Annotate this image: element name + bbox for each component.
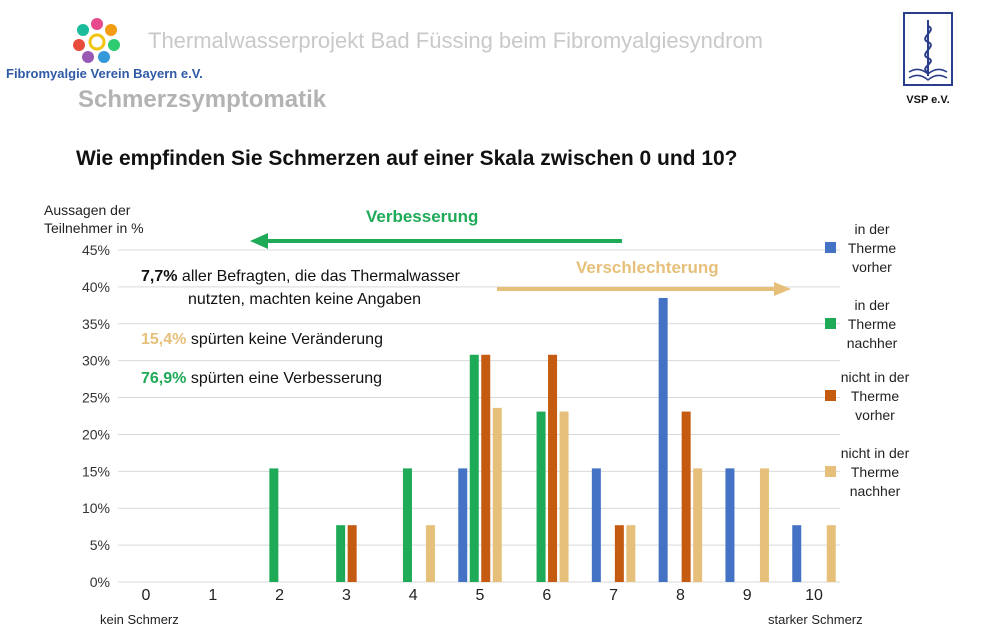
legend-swatch-therme-nachher [825, 318, 836, 329]
legend-item-nicht-nachher: nicht in der Therme nachher [826, 444, 924, 501]
annotation-improvement-text: spürten eine Verbesserung [186, 370, 383, 387]
bar-therme-nachher [336, 525, 346, 582]
y-tick-label: 30% [82, 353, 110, 369]
improve-arrow [250, 233, 622, 249]
vsp-label: VSP e.V. [906, 94, 950, 106]
bar-nicht-vorher [614, 525, 624, 582]
annotation-no-answer-cont: nutzten, machten keine Angaben [188, 291, 422, 308]
x-tick-label: 3 [342, 587, 351, 604]
x-tick-label: 7 [609, 587, 618, 604]
bar-nicht-vorher [681, 411, 691, 582]
legend-swatch-nicht-vorher [825, 390, 836, 401]
bar-nicht-nachher [826, 525, 836, 582]
bar-therme-nachher [469, 354, 479, 582]
legend-item-therme-nachher: in der Therme nachher [832, 296, 912, 353]
x-tick-label: 0 [142, 587, 151, 604]
y-tick-label: 15% [82, 463, 110, 479]
bar-nicht-nachher [626, 525, 636, 582]
annotation-no-answer: 7,7% aller Befragten, die das Thermalwas… [141, 268, 460, 286]
x-tick-label: 9 [743, 587, 752, 604]
bar-therme-nachher [269, 468, 279, 582]
legend-text: in der [854, 297, 890, 313]
legend-text: Therme [847, 316, 897, 332]
legend-text: nicht in der [840, 445, 910, 461]
legend-text: nachher [846, 335, 898, 351]
legend-text: nachher [849, 483, 901, 499]
x-tick-label: 5 [476, 587, 485, 604]
y-tick-label: 0% [90, 574, 110, 590]
legend-text: Therme [847, 240, 897, 256]
y-tick-label: 40% [82, 279, 110, 295]
annotation-no-answer-pct: 7,7% [141, 268, 178, 285]
chart-question: Wie empfinden Sie Schmerzen auf einer Sk… [76, 147, 738, 170]
annotation-improvement-pct: 76,9% [141, 370, 187, 387]
x-tick-label: 1 [208, 587, 217, 604]
legend-text: vorher [852, 259, 892, 275]
x-tick-label: 8 [676, 587, 685, 604]
annotation-no-change-text: spürten keine Veränderung [186, 331, 383, 348]
annotation-improvement: 76,9% spürten eine Verbesserung [141, 370, 382, 388]
bar-nicht-vorher [481, 354, 491, 582]
bar-therme-nachher [536, 411, 546, 582]
x-note-left: kein Schmerz [100, 612, 179, 627]
legend-item-nicht-vorher: nicht in der Therme vorher [826, 368, 924, 425]
legend-swatch-nicht-nachher [825, 466, 836, 477]
annotation-no-change-pct: 15,4% [141, 331, 187, 348]
legend-text: Therme [850, 464, 900, 480]
y-axis-label: Aussagen der Teilnehmer in % [44, 202, 144, 236]
bar-therme-vorher [725, 468, 735, 582]
y-tick-label: 5% [90, 537, 110, 553]
y-tick-label: 25% [82, 390, 110, 406]
x-tick-label: 6 [542, 587, 551, 604]
bar-therme-nachher [402, 468, 412, 582]
bar-nicht-vorher [347, 525, 357, 582]
bar-nicht-nachher [559, 411, 569, 582]
bar-nicht-vorher [548, 354, 558, 582]
bar-therme-vorher [458, 468, 468, 582]
vsp-logo: VSP e.V. [903, 12, 953, 108]
bar-nicht-nachher [425, 525, 435, 582]
x-tick-label: 4 [409, 587, 418, 604]
y-tick-label: 35% [82, 316, 110, 332]
worse-label: Verschlechterung [576, 258, 719, 277]
worse-arrow [497, 282, 791, 296]
org-name: Fibromyalgie Verein Bayern e.V. [6, 66, 203, 81]
y-tick-label: 20% [82, 426, 110, 442]
header-title: Thermalwasserprojekt Bad Füssing beim Fi… [148, 28, 764, 53]
bar-therme-vorher [591, 468, 601, 582]
legend-text: in der [854, 221, 890, 237]
bar-therme-vorher [658, 297, 668, 582]
x-tick-label: 2 [275, 587, 284, 604]
annotation-no-answer-text: aller Befragten, die das Thermalwasser [177, 268, 460, 285]
legend-text: Therme [850, 388, 900, 404]
x-tick-label: 10 [805, 587, 823, 604]
section-title: Schmerzsymptomatik [78, 86, 327, 113]
legend-text: nicht in der [840, 369, 910, 385]
legend-item-therme-vorher: in der Therme vorher [832, 220, 912, 277]
bar-nicht-nachher [492, 407, 502, 582]
improve-label: Verbesserung [366, 207, 479, 226]
y-tick-label: 10% [82, 500, 110, 516]
legend-swatch-therme-vorher [825, 242, 836, 253]
annotation-no-change: 15,4% spürten keine Veränderung [141, 331, 383, 349]
bar-nicht-nachher [759, 468, 769, 582]
x-note-right: starker Schmerz [768, 612, 863, 627]
bar-therme-vorher [792, 525, 802, 582]
bar-nicht-nachher [693, 468, 703, 582]
y-tick-label: 45% [82, 242, 110, 258]
club-logo [66, 14, 128, 68]
legend-text: vorher [855, 407, 895, 423]
